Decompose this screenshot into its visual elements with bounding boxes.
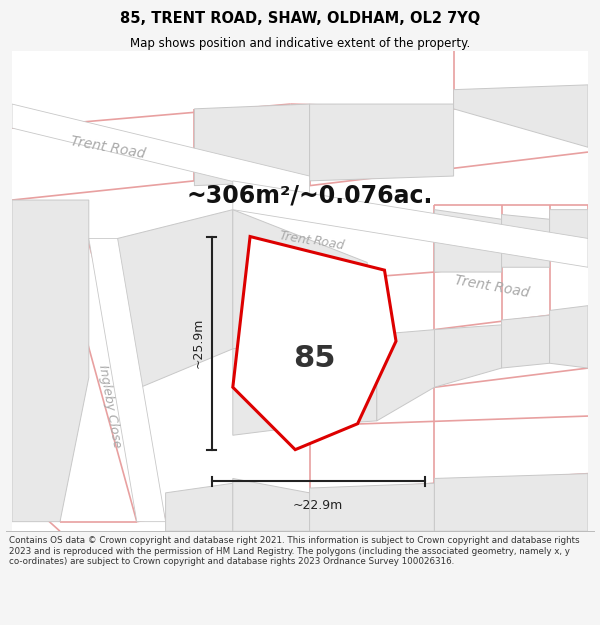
Polygon shape (550, 209, 588, 258)
Text: ~22.9m: ~22.9m (293, 499, 343, 512)
Text: ~306m²/~0.076ac.: ~306m²/~0.076ac. (187, 183, 433, 208)
Polygon shape (89, 239, 166, 522)
Polygon shape (377, 329, 434, 421)
Text: Map shows position and indicative extent of the property.: Map shows position and indicative extent… (130, 37, 470, 50)
Polygon shape (310, 334, 377, 426)
Polygon shape (454, 85, 588, 148)
Text: 85, TRENT ROAD, SHAW, OLDHAM, OL2 7YQ: 85, TRENT ROAD, SHAW, OLDHAM, OL2 7YQ (120, 11, 480, 26)
Polygon shape (233, 479, 310, 531)
Text: Trent: Trent (278, 229, 312, 248)
Polygon shape (233, 181, 588, 268)
Polygon shape (310, 104, 454, 181)
Polygon shape (233, 339, 310, 435)
Polygon shape (502, 214, 550, 268)
Text: 85: 85 (293, 344, 335, 373)
Polygon shape (434, 474, 588, 531)
Polygon shape (12, 200, 89, 522)
Polygon shape (550, 306, 588, 368)
Polygon shape (233, 209, 367, 349)
Polygon shape (166, 483, 233, 531)
Polygon shape (434, 209, 502, 272)
Text: Road: Road (312, 234, 346, 253)
Polygon shape (310, 483, 434, 531)
Text: Trent Road: Trent Road (70, 134, 146, 161)
Polygon shape (194, 104, 310, 186)
Text: Contains OS data © Crown copyright and database right 2021. This information is : Contains OS data © Crown copyright and d… (9, 536, 580, 566)
Polygon shape (434, 325, 502, 388)
Text: Trent Road: Trent Road (454, 273, 530, 300)
Text: ~25.9m: ~25.9m (192, 318, 205, 368)
Text: Ingleby Close: Ingleby Close (96, 364, 124, 449)
Polygon shape (502, 315, 550, 368)
Polygon shape (118, 209, 233, 397)
Polygon shape (12, 51, 588, 531)
Polygon shape (12, 104, 310, 200)
Polygon shape (233, 236, 396, 449)
